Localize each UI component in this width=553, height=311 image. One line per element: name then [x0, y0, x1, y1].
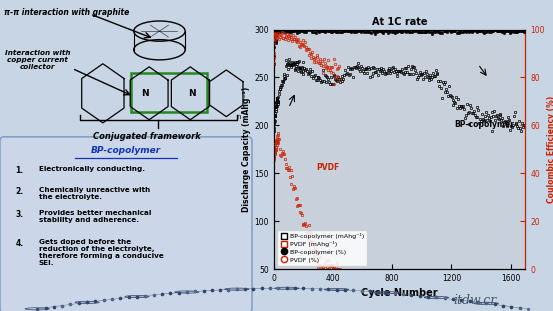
Text: Interaction with
copper current
collector: Interaction with copper current collecto…: [5, 50, 71, 70]
Y-axis label: Coulombic Efficiency (%): Coulombic Efficiency (%): [547, 96, 553, 203]
Text: Electronically conducting.: Electronically conducting.: [39, 166, 144, 172]
Text: 4.: 4.: [15, 239, 24, 248]
Text: 3.: 3.: [15, 210, 24, 219]
Text: Conjugated framework: Conjugated framework: [93, 132, 201, 141]
Text: Chemically unreactive with
the electrolyte.: Chemically unreactive with the electroly…: [39, 187, 150, 200]
Text: n: n: [237, 114, 241, 119]
Text: itdw.cr: itdw.cr: [453, 294, 497, 307]
Text: BP-copolymer: BP-copolymer: [91, 146, 161, 155]
Text: 1.: 1.: [15, 166, 24, 175]
Text: 2.: 2.: [15, 187, 24, 196]
Text: Gets doped before the
reduction of the electrolyte,
therefore forming a conduciv: Gets doped before the reduction of the e…: [39, 239, 163, 267]
Title: At 1C rate: At 1C rate: [372, 17, 427, 27]
Text: π-π interaction with graphite: π-π interaction with graphite: [4, 8, 129, 17]
Text: PVDF: PVDF: [317, 163, 340, 172]
FancyBboxPatch shape: [0, 137, 252, 311]
Legend: BP-copolymer (mAhg⁻¹), PVDF (mAhg⁻¹), BP-copolymer (%), PVDF (%): BP-copolymer (mAhg⁻¹), PVDF (mAhg⁻¹), BP…: [277, 230, 367, 266]
Text: N: N: [188, 89, 195, 98]
Text: Provides better mechanical
stability and adherence.: Provides better mechanical stability and…: [39, 210, 151, 223]
Y-axis label: Discharge Capacity (mAhg⁻¹): Discharge Capacity (mAhg⁻¹): [242, 87, 252, 212]
X-axis label: Cycle Number: Cycle Number: [361, 288, 438, 299]
Text: N: N: [142, 89, 149, 98]
Text: BP-copolymer: BP-copolymer: [455, 120, 514, 129]
